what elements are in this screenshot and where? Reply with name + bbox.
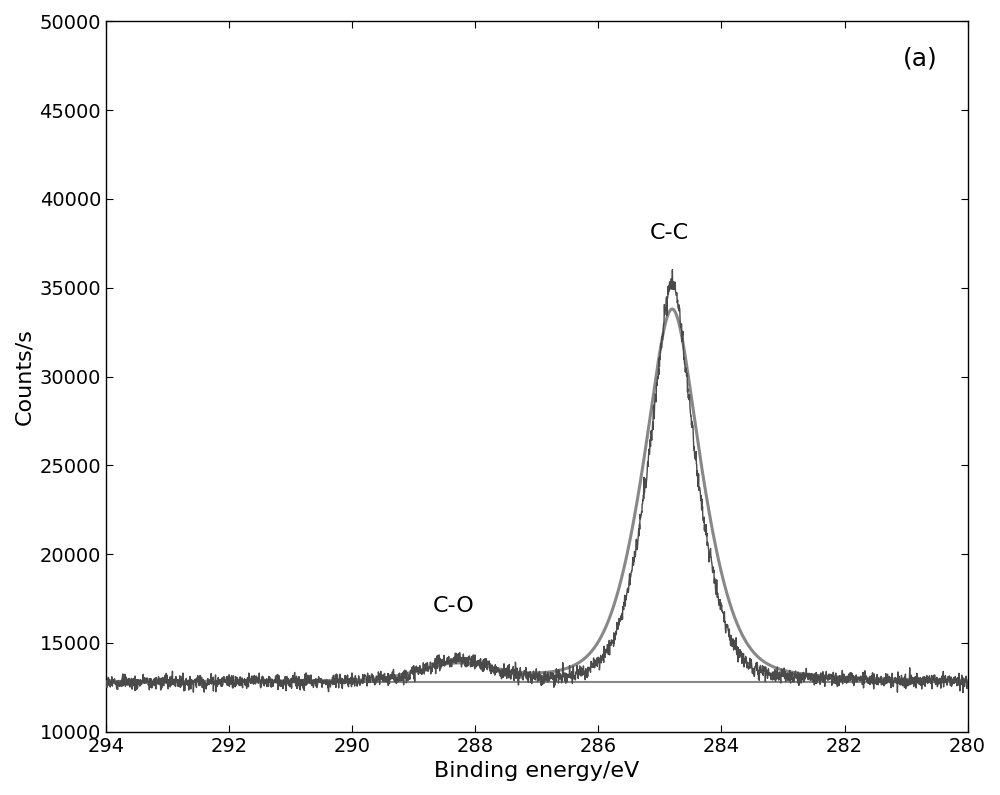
Text: C-O: C-O [433,596,475,616]
Text: C-C: C-C [650,223,689,243]
X-axis label: Binding energy/eV: Binding energy/eV [434,761,639,781]
Text: (a): (a) [903,46,937,70]
Y-axis label: Counts/s: Counts/s [14,328,34,425]
